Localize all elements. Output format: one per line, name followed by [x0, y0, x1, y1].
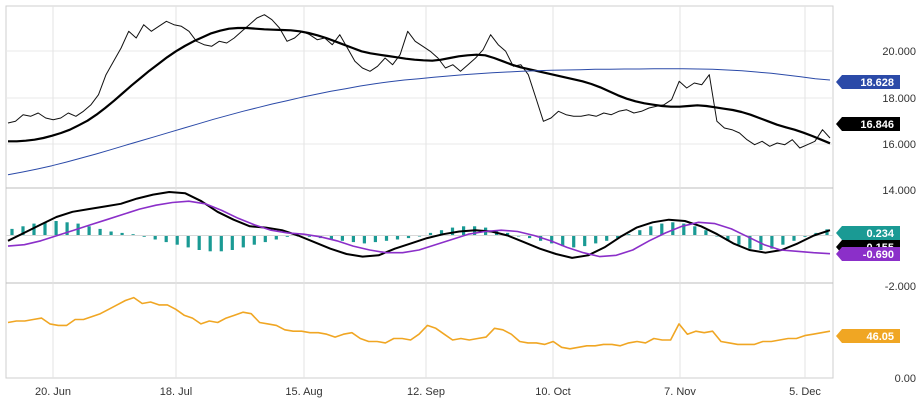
badge-label: -0.690: [863, 249, 894, 261]
badge-shape: [836, 226, 900, 240]
histogram-bar: [704, 230, 708, 236]
histogram-bar: [98, 228, 102, 236]
histogram-bar: [748, 235, 752, 249]
histogram-bar: [65, 222, 69, 236]
histogram-bar: [682, 223, 686, 236]
histogram-bar: [362, 235, 366, 244]
histogram-bar: [153, 235, 157, 240]
y-tick-label: 16.000: [882, 139, 916, 151]
histogram-bar: [384, 235, 389, 241]
histogram-bar: [87, 226, 91, 236]
series-rsi: [7, 296, 831, 350]
y-tick-label: 14.000: [882, 185, 916, 197]
badge-label: 18.628: [860, 77, 894, 89]
histogram-bar: [737, 235, 741, 245]
histogram-bar: [307, 235, 311, 237]
histogram-bar: [175, 235, 179, 245]
histogram-bar: [109, 231, 113, 236]
histogram-bar: [649, 226, 653, 236]
histogram-bar: [54, 221, 58, 236]
histogram-bar: [825, 229, 829, 236]
histogram-bar: [230, 235, 234, 250]
series-ma-slow: [7, 68, 831, 176]
histogram-bar: [627, 234, 631, 236]
badge-shape: [836, 75, 900, 89]
badge-ma-slow: 18.628: [836, 75, 900, 89]
histogram-bar: [219, 235, 223, 252]
histogram-bar: [285, 235, 289, 237]
histogram-bar: [208, 235, 212, 252]
series-ma-fast: [8, 26, 831, 145]
histogram-bar: [395, 235, 400, 240]
y-tick-label: 18.000: [882, 93, 916, 105]
histogram-bar: [583, 235, 587, 247]
series-signal: [7, 200, 831, 258]
x-tick-label: 20. Jun: [35, 386, 71, 398]
histogram-bar: [10, 228, 14, 236]
histogram-bar: [528, 235, 532, 239]
x-tick-label: 7. Nov: [664, 386, 696, 398]
histogram-bar: [605, 235, 609, 241]
x-tick-label: 18. Jul: [160, 386, 192, 398]
x-tick-label: 15. Aug: [285, 386, 322, 398]
histogram-bar: [32, 223, 36, 236]
series-price: [7, 14, 831, 149]
histogram-bar: [594, 235, 598, 244]
histogram-bar: [439, 230, 444, 236]
x-tick-label: 12. Sep: [407, 386, 445, 398]
histogram-bar: [406, 235, 411, 239]
histogram-bar: [43, 222, 47, 236]
histogram-bar: [671, 222, 675, 236]
badge-signal: -0.690: [836, 247, 900, 261]
histogram-bar: [252, 235, 256, 245]
badge-shape: [836, 247, 900, 261]
histogram-bar: [241, 235, 245, 248]
histogram-bar: [726, 235, 730, 241]
histogram-bar: [616, 235, 620, 239]
histogram-bar: [803, 235, 807, 237]
badge-histogram: 0.234: [836, 226, 900, 240]
histogram-bar: [770, 235, 774, 249]
histogram-bar: [142, 235, 146, 237]
histogram-bar: [120, 232, 124, 236]
histogram-bar: [792, 235, 796, 241]
histogram-bar: [373, 235, 377, 243]
badge-price: 16.846: [836, 117, 900, 131]
histogram-bar: [428, 232, 433, 236]
y-tick-label: -2.000: [885, 281, 916, 293]
histogram-bar: [506, 232, 510, 236]
x-tick-label: 10. Oct: [535, 386, 570, 398]
histogram-bar: [274, 235, 278, 240]
x-tick-label: 5. Dec: [789, 386, 821, 398]
histogram-bar: [186, 235, 190, 248]
histogram-bar: [572, 235, 576, 248]
histogram-bar: [550, 235, 554, 244]
histogram-bar: [329, 235, 333, 240]
histogram-bar: [693, 226, 697, 236]
y-tick-label: 0.00: [895, 373, 916, 385]
histogram-bar: [21, 226, 25, 236]
badge-label: 16.846: [860, 119, 894, 131]
badge-shape: [836, 329, 900, 343]
histogram-bar: [781, 235, 785, 245]
histogram-bar: [131, 234, 135, 236]
histogram-bar: [638, 230, 642, 236]
badge-label: 46.05: [866, 331, 894, 343]
histogram-bar: [164, 235, 168, 243]
histogram-bar: [660, 223, 664, 236]
histogram-bar: [197, 235, 201, 250]
badge-label: 0.234: [866, 228, 894, 240]
badge-shape: [836, 117, 900, 131]
histogram-bar: [263, 235, 267, 243]
histogram-bar: [340, 235, 344, 241]
histogram-bar: [351, 235, 355, 243]
histogram-bar: [561, 235, 565, 247]
y-tick-label: 20.000: [882, 46, 916, 58]
plot-frame: [5, 5, 834, 379]
badge-rsi: 46.05: [836, 329, 900, 343]
histogram-bar: [450, 227, 455, 236]
